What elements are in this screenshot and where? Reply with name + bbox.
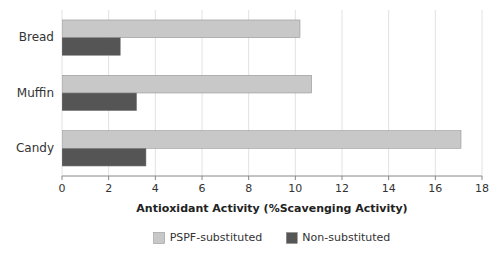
x-tick-label: 4 (152, 182, 159, 195)
bars (62, 20, 461, 166)
x-tick-label: 18 (475, 182, 489, 195)
x-ticks: 0 2 4 6 8 10 12 14 16 18 (59, 176, 490, 195)
x-tick-label: 0 (59, 182, 66, 195)
x-tick-label: 10 (288, 182, 302, 195)
x-tick (435, 176, 436, 180)
background (0, 0, 500, 260)
legend-swatch (154, 233, 165, 244)
x-tick (155, 176, 156, 180)
grid-line (342, 10, 343, 176)
x-tick (388, 176, 389, 180)
y-tick-label: Candy (16, 141, 54, 155)
grid-line (388, 10, 389, 176)
bar (62, 131, 461, 149)
legend-swatch (286, 233, 297, 244)
bar (62, 93, 137, 111)
legend-label: PSPF-substituted (170, 231, 263, 244)
bar (62, 148, 146, 166)
grid-line (435, 10, 436, 176)
x-tick-label: 6 (199, 182, 206, 195)
x-tick (248, 176, 249, 180)
x-tick (62, 176, 63, 180)
x-axis-label: Antioxidant Activity (%Scavenging Activi… (136, 202, 407, 215)
x-tick (482, 176, 483, 180)
x-tick (108, 176, 109, 180)
bar (62, 75, 312, 93)
grid (62, 10, 482, 176)
x-tick-label: 12 (335, 182, 349, 195)
x-tick (295, 176, 296, 180)
x-tick (202, 176, 203, 180)
bar (62, 20, 300, 38)
bar (62, 38, 120, 56)
x-tick-label: 2 (105, 182, 112, 195)
y-ticks: Candy Muffin Bread (16, 30, 54, 155)
x-axis-line (62, 176, 482, 177)
x-tick (342, 176, 343, 180)
x-tick-label: 14 (382, 182, 396, 195)
y-tick-label: Muffin (17, 86, 54, 100)
chart: 0 2 4 6 8 10 12 14 16 18 Candy Muffin Bread Antioxida… (0, 0, 500, 260)
grid-line (482, 10, 483, 176)
y-tick-label: Bread (19, 30, 54, 44)
x-tick-label: 16 (428, 182, 442, 195)
x-tick-label: 8 (245, 182, 252, 195)
legend: PSPF-substituted Non-substituted (154, 231, 391, 244)
legend-label: Non-substituted (302, 231, 390, 244)
